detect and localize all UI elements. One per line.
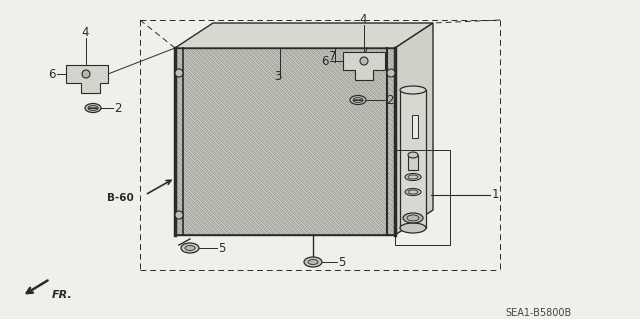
Ellipse shape [181, 243, 199, 253]
Bar [412, 115, 418, 138]
Text: 2: 2 [114, 102, 122, 115]
Ellipse shape [88, 106, 98, 110]
Text: 1: 1 [492, 188, 499, 201]
Polygon shape [175, 48, 395, 235]
Ellipse shape [185, 246, 195, 250]
Text: 2: 2 [386, 94, 394, 107]
Text: B-60: B-60 [107, 193, 134, 203]
Text: SEA1-B5800B: SEA1-B5800B [505, 308, 572, 318]
Text: 4: 4 [359, 13, 367, 26]
Ellipse shape [350, 95, 366, 105]
Polygon shape [343, 52, 385, 80]
Ellipse shape [400, 223, 426, 233]
Ellipse shape [387, 69, 395, 77]
Ellipse shape [304, 257, 322, 267]
Text: 3: 3 [274, 70, 282, 83]
Polygon shape [66, 65, 108, 93]
Bar [395, 150, 450, 245]
Ellipse shape [308, 259, 318, 264]
Polygon shape [175, 23, 433, 48]
Ellipse shape [405, 189, 421, 196]
Text: FR.: FR. [52, 290, 73, 300]
Ellipse shape [408, 152, 418, 158]
Ellipse shape [408, 190, 418, 194]
Text: 5: 5 [338, 256, 346, 269]
Text: 7: 7 [329, 50, 337, 63]
Ellipse shape [360, 57, 368, 65]
Bar [408, 155, 418, 170]
Ellipse shape [82, 70, 90, 78]
Ellipse shape [400, 86, 426, 94]
Ellipse shape [405, 174, 421, 181]
Ellipse shape [353, 98, 363, 102]
Ellipse shape [403, 213, 423, 223]
Text: 5: 5 [218, 242, 225, 255]
Ellipse shape [85, 103, 101, 113]
Text: 6: 6 [48, 68, 56, 81]
Ellipse shape [408, 175, 418, 179]
Bar [400, 90, 426, 228]
Ellipse shape [175, 211, 183, 219]
Ellipse shape [407, 215, 419, 221]
Ellipse shape [175, 69, 183, 77]
Polygon shape [395, 23, 433, 235]
Text: 4: 4 [81, 26, 88, 39]
Text: 6: 6 [321, 55, 328, 68]
